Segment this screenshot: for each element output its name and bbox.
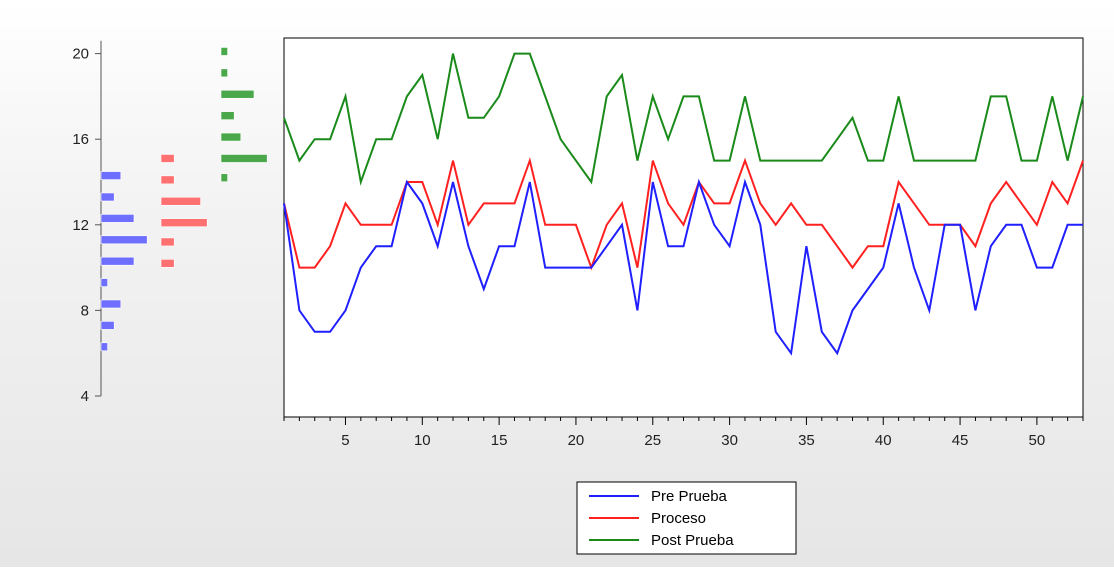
histogram-bar [160, 196, 201, 206]
histogram-bar [220, 154, 268, 163]
histogram-bar [100, 321, 115, 330]
x-tick-label: 5 [341, 432, 349, 449]
histogram-bar [100, 299, 122, 309]
histogram-bar [160, 237, 175, 247]
y-axis: 4 8 12 16 20 [72, 40, 102, 405]
plot-frame [283, 37, 1084, 418]
histogram-bar [100, 214, 135, 223]
x-tick-label: 20 [568, 432, 585, 449]
histogram-bar [220, 132, 242, 142]
x-tick-label: 25 [644, 432, 661, 449]
histogram-bar [160, 154, 175, 163]
histogram-bar [100, 171, 122, 180]
y-tick-label: 20 [72, 46, 89, 63]
distribution-histograms [100, 47, 268, 352]
y-tick-label: 12 [72, 217, 89, 234]
histogram-bar [100, 235, 148, 245]
series-line-pre-prueba [283, 178, 1083, 356]
histogram-pre-prueba [100, 171, 148, 352]
histogram-bar [220, 173, 228, 183]
x-tick-label: 40 [875, 432, 892, 449]
histogram-bar [100, 278, 108, 287]
histogram-bar [160, 259, 175, 268]
series-line-post-prueba [283, 52, 1084, 186]
histogram-bar [100, 342, 108, 352]
histogram-proceso [160, 154, 208, 268]
x-tick-label: 50 [1029, 432, 1046, 449]
histogram-bar [160, 175, 175, 185]
y-tick-label: 8 [81, 302, 89, 319]
legend: Pre Prueba Proceso Post Prueba [576, 481, 797, 555]
histogram-post-prueba [220, 47, 268, 183]
legend-label-post-prueba: Post Prueba [651, 532, 734, 549]
histogram-bar [100, 256, 135, 266]
histogram-bar [220, 47, 228, 56]
histogram-bar [100, 192, 115, 202]
legend-label-proceso: Proceso [651, 510, 706, 527]
y-tick-label: 4 [81, 388, 89, 405]
x-tick-label: 10 [414, 432, 431, 449]
x-tick-label: 30 [721, 432, 738, 449]
y-tick-label: 16 [72, 131, 89, 148]
x-tick-label: 45 [952, 432, 969, 449]
histogram-bar [220, 111, 235, 120]
series-lines [283, 52, 1084, 356]
legend-label-pre-prueba: Pre Prueba [651, 488, 728, 505]
x-axis: 5 10 15 20 25 30 35 40 45 50 [283, 417, 1084, 449]
x-tick-label: 15 [491, 432, 508, 449]
x-tick-label: 35 [798, 432, 815, 449]
histogram-bar [220, 68, 228, 78]
histogram-bar [160, 218, 208, 227]
histogram-bar [220, 89, 255, 99]
